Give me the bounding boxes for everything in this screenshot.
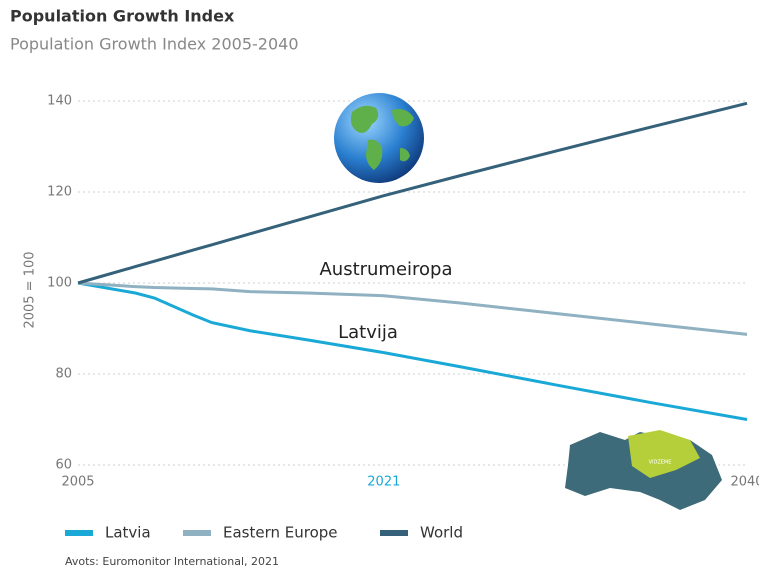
legend-label: Eastern Europe bbox=[223, 524, 338, 542]
source-note: Avots: Euromonitor International, 2021 bbox=[65, 555, 279, 568]
annotation: Latvija bbox=[338, 322, 398, 343]
x-tick-label: 2021 bbox=[367, 475, 400, 490]
y-tick-label: 100 bbox=[47, 276, 72, 291]
series-line bbox=[77, 101, 748, 285]
y-tick-label: 60 bbox=[55, 458, 72, 473]
chart-title: Population Growth Index bbox=[10, 7, 235, 26]
x-tick-label: 2040 bbox=[730, 475, 759, 490]
chart-subtitle: Population Growth Index 2005-2040 bbox=[10, 35, 299, 54]
y-tick-label: 120 bbox=[47, 185, 72, 200]
series-line bbox=[77, 281, 748, 421]
series-line bbox=[77, 281, 748, 336]
y-axis-label: 2005 = 100 bbox=[23, 251, 38, 328]
map-label: VIDZEME bbox=[649, 460, 672, 466]
latvia-map: VIDZEME bbox=[565, 430, 722, 510]
y-tick-label: 80 bbox=[55, 367, 72, 382]
x-tick-label: 2005 bbox=[61, 475, 94, 490]
annotation: Austrumeiropa bbox=[319, 259, 452, 280]
globe-icon bbox=[334, 93, 424, 183]
legend-label: World bbox=[420, 524, 463, 542]
legend-label: Latvia bbox=[105, 524, 151, 542]
y-tick-label: 140 bbox=[47, 94, 72, 109]
